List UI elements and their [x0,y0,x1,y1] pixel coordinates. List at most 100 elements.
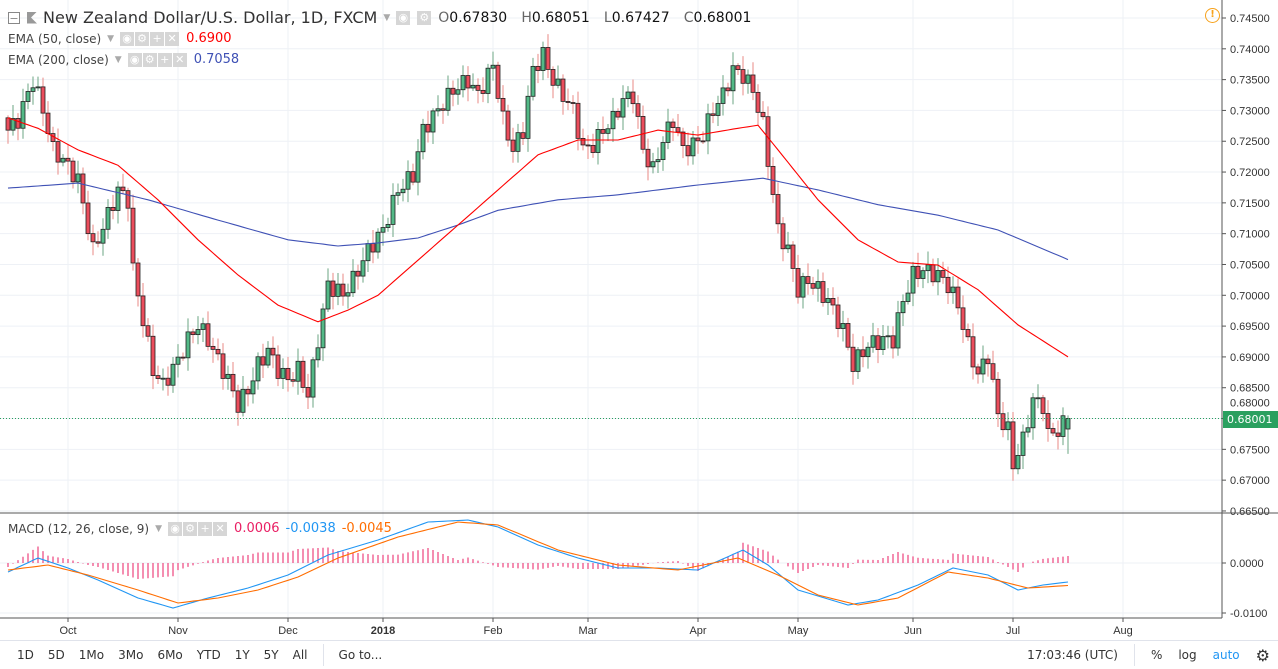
candle-up [1015,455,1021,470]
candle-down [520,132,526,139]
time-tick-label: Feb [484,625,503,637]
candle-down [70,160,76,183]
chevron-down-icon[interactable]: ▼ [114,54,122,65]
timeframe-6mo[interactable]: 6Mo [157,648,183,662]
timeframe-1mo[interactable]: 1Mo [78,648,105,662]
candle-up [390,194,396,225]
candle-down [675,127,681,133]
candle-down [260,356,266,366]
candle-up [335,283,341,297]
candle-down [355,270,361,277]
ema50-label[interactable]: EMA (50, close) [8,31,102,46]
eye-icon[interactable]: ◉ [120,32,135,46]
low-label: L [603,9,612,26]
candle-up [325,280,331,310]
gear-icon[interactable]: ⚙ [183,522,198,536]
candle-down [1000,413,1006,431]
timeframe-5y[interactable]: 5Y [263,648,279,662]
percent-toggle[interactable]: % [1150,648,1163,662]
timeframe-all[interactable]: All [292,648,308,662]
candle-down [220,353,226,379]
candle-up [730,65,736,92]
auto-toggle[interactable]: auto [1212,648,1240,662]
macd-label[interactable]: MACD (12, 26, close, 9) [8,521,150,536]
ema200-value: 0.7058 [193,52,240,67]
chevron-down-icon[interactable]: ▼ [155,523,163,534]
candle-down [990,363,996,380]
candle-down [735,65,741,70]
alert-icon[interactable]: ! [1205,8,1220,23]
candle-down [630,91,636,105]
candle-up [195,329,201,336]
settings-gear-icon[interactable]: ⚙ [1255,645,1270,665]
candle-down [845,323,851,348]
plus-icon[interactable]: + [157,53,172,67]
close-icon[interactable]: ✕ [213,522,228,536]
close-icon[interactable]: ✕ [165,32,180,46]
candle-up [815,281,821,289]
candle-up [1065,418,1071,430]
candle-up [825,298,831,303]
candle-up [430,110,436,133]
candle-down [760,111,766,118]
candle-down [55,141,61,163]
candle-up [320,308,326,349]
candle-up [315,347,321,361]
timeframe-3mo[interactable]: 3Mo [118,648,144,662]
candle-down [190,331,196,336]
candle-down [110,207,116,211]
plus-icon[interactable]: + [198,522,213,536]
candle-down [695,137,701,142]
ema200-label[interactable]: EMA (200, close) [8,52,109,67]
chevron-down-icon[interactable]: ▼ [383,12,391,23]
candle-up [690,137,696,157]
eye-icon[interactable]: ◉ [127,53,142,67]
chevron-down-icon[interactable]: ▼ [107,33,115,44]
candle-down [80,173,86,204]
candle-down [740,69,746,84]
candle-down [890,335,896,349]
plus-icon[interactable]: + [150,32,165,46]
candle-up [255,356,261,382]
eye-icon[interactable]: ◉ [168,522,183,536]
timeframe-ytd[interactable]: YTD [196,648,221,662]
candle-down [290,379,296,382]
gear-icon[interactable]: ⚙ [135,32,150,46]
price-tick-label: 0.73500 [1230,75,1270,87]
eye-icon[interactable]: ◉ [396,10,411,25]
close-icon[interactable]: ✕ [172,53,187,67]
timeframe-1d[interactable]: 1D [17,648,34,662]
candle-up [405,171,411,190]
timeframe-5d[interactable]: 5D [47,648,65,662]
candle-up [460,75,466,91]
candle-up [485,67,491,94]
candle-up [395,192,401,196]
candle-down [5,117,11,131]
signal-line [7,521,1069,606]
chart-canvas[interactable]: 0.74500 0.74000 0.73500 0.73000 0.72500 0.720… [0,0,1278,640]
candle-down [305,387,311,398]
candle-down [615,110,621,118]
candle-down [755,91,761,113]
time-tick-label: Apr [689,625,706,637]
candle-down [995,378,1001,415]
gear-icon[interactable]: ⚙ [417,10,432,25]
timeframe-1y[interactable]: 1Y [234,648,250,662]
symbol-legend: − New Zealand Dollar/U.S. Dollar, 1D, FX… [8,8,761,27]
candle-down [965,329,971,338]
gear-icon[interactable]: ⚙ [142,53,157,67]
candle-down [1010,421,1016,470]
candle-down [205,323,211,347]
candle-down [930,264,936,283]
candle-down [860,349,866,358]
collapse-icon[interactable]: − [8,11,20,25]
candle-down [330,280,336,297]
symbol-title[interactable]: New Zealand Dollar/U.S. Dollar, 1D, FXCM [43,8,378,27]
ema50-value: 0.6900 [186,31,232,46]
candle-down [835,304,841,329]
candle-down [180,356,186,359]
candle-up [905,292,911,302]
candle-down [810,283,816,289]
log-toggle[interactable]: log [1178,648,1197,662]
goto-button[interactable]: Go to... [338,648,383,662]
